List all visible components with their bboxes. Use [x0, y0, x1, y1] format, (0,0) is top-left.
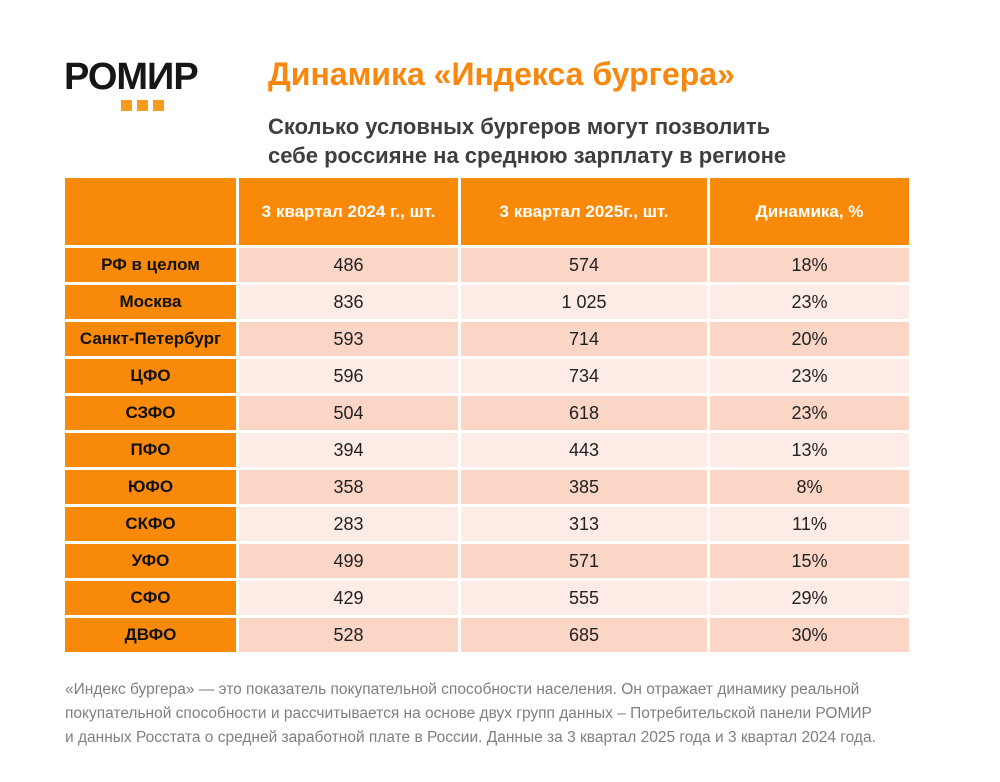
- header-cell-q3-2025: 3 квартал 2025г., шт.: [461, 178, 707, 245]
- cell-q3-2025: 571: [461, 544, 707, 578]
- cell-q3-2025: 385: [461, 470, 707, 504]
- cell-dynamics: 30%: [710, 618, 909, 652]
- table-row: Санкт-Петербург 593 714 20%: [65, 322, 909, 356]
- cell-q3-2025: 734: [461, 359, 707, 393]
- cell-q3-2024: 836: [239, 285, 458, 319]
- cell-q3-2025: 555: [461, 581, 707, 615]
- table-header-row: 3 квартал 2024 г., шт. 3 квартал 2025г.,…: [65, 178, 909, 245]
- cell-q3-2024: 429: [239, 581, 458, 615]
- table-row: ПФО 394 443 13%: [65, 433, 909, 467]
- footnote-line-2: покупательной способности и рассчитывает…: [65, 705, 872, 722]
- cell-q3-2024: 596: [239, 359, 458, 393]
- row-label: ЮФО: [65, 470, 236, 504]
- cell-q3-2024: 358: [239, 470, 458, 504]
- logo-dot-icon: [121, 100, 132, 111]
- row-label: Москва: [65, 285, 236, 319]
- cell-q3-2025: 443: [461, 433, 707, 467]
- table-row: ДВФО 528 685 30%: [65, 618, 909, 652]
- header-cell-empty: [65, 178, 236, 245]
- cell-q3-2024: 528: [239, 618, 458, 652]
- cell-dynamics: 20%: [710, 322, 909, 356]
- table-row: РФ в целом 486 574 18%: [65, 248, 909, 282]
- romir-logo-text: РОМИР: [64, 56, 199, 98]
- page-title: Динамика «Индекса бургера»: [268, 56, 735, 92]
- cell-dynamics: 23%: [710, 359, 909, 393]
- cell-q3-2025: 685: [461, 618, 707, 652]
- table-row: СКФО 283 313 11%: [65, 507, 909, 541]
- table-row: СЗФО 504 618 23%: [65, 396, 909, 430]
- cell-q3-2025: 574: [461, 248, 707, 282]
- cell-q3-2024: 486: [239, 248, 458, 282]
- table-row: ЦФО 596 734 23%: [65, 359, 909, 393]
- cell-q3-2024: 283: [239, 507, 458, 541]
- cell-q3-2024: 504: [239, 396, 458, 430]
- table-row: ЮФО 358 385 8%: [65, 470, 909, 504]
- cell-q3-2025: 714: [461, 322, 707, 356]
- cell-q3-2025: 313: [461, 507, 707, 541]
- subtitle-line-1: Сколько условных бургеров могут позволит…: [268, 114, 771, 139]
- logo-dot-icon: [137, 100, 148, 111]
- table-row: СФО 429 555 29%: [65, 581, 909, 615]
- row-label: РФ в целом: [65, 248, 236, 282]
- cell-dynamics: 23%: [710, 396, 909, 430]
- page-subtitle: Сколько условных бургеров могут позволит…: [268, 112, 786, 170]
- cell-dynamics: 18%: [710, 248, 909, 282]
- table-row: УФО 499 571 15%: [65, 544, 909, 578]
- cell-q3-2025: 618: [461, 396, 707, 430]
- row-label: ЦФО: [65, 359, 236, 393]
- footnote-line-3: и данных Росстата о средней заработной п…: [65, 729, 876, 746]
- row-label: СКФО: [65, 507, 236, 541]
- header-cell-q3-2024: 3 квартал 2024 г., шт.: [239, 178, 458, 245]
- subtitle-line-2: себе россияне на среднюю зарплату в реги…: [268, 143, 787, 168]
- cell-q3-2024: 394: [239, 433, 458, 467]
- cell-dynamics: 8%: [710, 470, 909, 504]
- row-label: Санкт-Петербург: [65, 322, 236, 356]
- cell-q3-2024: 499: [239, 544, 458, 578]
- cell-dynamics: 15%: [710, 544, 909, 578]
- footnote: «Индекс бургера» — это показатель покупа…: [65, 678, 945, 750]
- cell-dynamics: 29%: [710, 581, 909, 615]
- table-row: Москва 836 1 025 23%: [65, 285, 909, 319]
- romir-logo-dots-icon: [121, 100, 198, 111]
- row-label: ПФО: [65, 433, 236, 467]
- row-label: СЗФО: [65, 396, 236, 430]
- row-label: УФО: [65, 544, 236, 578]
- burger-index-table: 3 квартал 2024 г., шт. 3 квартал 2025г.,…: [65, 178, 909, 652]
- cell-dynamics: 13%: [710, 433, 909, 467]
- header-cell-dynamics: Динамика, %: [710, 178, 909, 245]
- cell-q3-2024: 593: [239, 322, 458, 356]
- footnote-line-1: «Индекс бургера» — это показатель покупа…: [65, 681, 860, 698]
- logo-dot-icon: [153, 100, 164, 111]
- romir-logo: РОМИР: [64, 56, 199, 111]
- cell-q3-2025: 1 025: [461, 285, 707, 319]
- row-label: ДВФО: [65, 618, 236, 652]
- row-label: СФО: [65, 581, 236, 615]
- cell-dynamics: 23%: [710, 285, 909, 319]
- cell-dynamics: 11%: [710, 507, 909, 541]
